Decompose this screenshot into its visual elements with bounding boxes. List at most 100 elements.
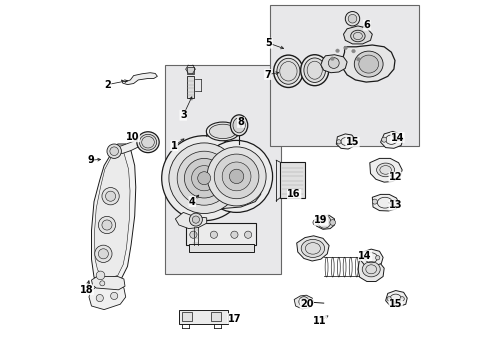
- Polygon shape: [91, 276, 125, 290]
- Circle shape: [329, 220, 335, 225]
- Polygon shape: [110, 135, 157, 153]
- Bar: [186, 223, 256, 245]
- Ellipse shape: [358, 55, 378, 73]
- Text: 5: 5: [265, 38, 272, 48]
- Circle shape: [345, 12, 359, 26]
- Circle shape: [200, 140, 272, 212]
- Text: 15: 15: [345, 137, 359, 147]
- Circle shape: [98, 249, 108, 259]
- Text: 15: 15: [388, 299, 402, 309]
- Polygon shape: [94, 149, 130, 279]
- Circle shape: [399, 297, 404, 301]
- Circle shape: [343, 46, 346, 50]
- Text: 20: 20: [300, 299, 313, 309]
- Circle shape: [110, 292, 118, 300]
- Polygon shape: [89, 284, 125, 310]
- Circle shape: [392, 200, 397, 205]
- Text: 16: 16: [287, 189, 300, 199]
- Ellipse shape: [300, 55, 328, 86]
- Circle shape: [214, 154, 258, 199]
- Polygon shape: [385, 291, 407, 307]
- Polygon shape: [380, 131, 402, 148]
- Polygon shape: [121, 73, 157, 85]
- Polygon shape: [296, 236, 328, 261]
- Circle shape: [336, 140, 340, 144]
- Text: 18: 18: [80, 285, 93, 295]
- Circle shape: [107, 144, 121, 158]
- Bar: [179, 310, 227, 324]
- Ellipse shape: [303, 58, 325, 82]
- Circle shape: [192, 216, 199, 223]
- Circle shape: [351, 49, 355, 53]
- Circle shape: [244, 231, 251, 238]
- Circle shape: [95, 245, 112, 262]
- Text: 3: 3: [180, 110, 186, 120]
- Ellipse shape: [230, 115, 247, 136]
- Polygon shape: [336, 134, 355, 149]
- Bar: [279, 162, 305, 198]
- Circle shape: [375, 256, 379, 260]
- Circle shape: [110, 147, 118, 156]
- Text: 13: 13: [388, 200, 402, 210]
- Bar: [211, 312, 221, 321]
- Circle shape: [168, 143, 239, 213]
- Text: 6: 6: [363, 20, 369, 30]
- Circle shape: [191, 166, 216, 191]
- Text: 12: 12: [388, 172, 402, 182]
- Text: 2: 2: [104, 80, 111, 90]
- Circle shape: [362, 256, 366, 260]
- Circle shape: [197, 172, 210, 185]
- Circle shape: [184, 158, 224, 198]
- Bar: [270, 5, 418, 146]
- Polygon shape: [369, 158, 401, 182]
- Text: 10: 10: [126, 132, 140, 142]
- Ellipse shape: [350, 30, 365, 42]
- Polygon shape: [371, 194, 399, 211]
- Text: 11: 11: [313, 316, 326, 326]
- Ellipse shape: [232, 118, 244, 133]
- Polygon shape: [182, 181, 260, 209]
- Circle shape: [298, 297, 308, 307]
- Ellipse shape: [276, 58, 299, 84]
- Circle shape: [102, 188, 119, 205]
- Circle shape: [105, 191, 115, 201]
- Text: 4: 4: [188, 197, 195, 207]
- Ellipse shape: [209, 124, 236, 139]
- Polygon shape: [175, 212, 206, 229]
- Polygon shape: [343, 26, 371, 44]
- Ellipse shape: [206, 122, 239, 141]
- Circle shape: [395, 136, 400, 141]
- Polygon shape: [320, 55, 346, 73]
- Text: 17: 17: [227, 314, 241, 324]
- Text: 14: 14: [358, 251, 371, 261]
- Polygon shape: [91, 144, 136, 288]
- Circle shape: [381, 137, 386, 142]
- Circle shape: [312, 220, 318, 225]
- Circle shape: [347, 14, 356, 23]
- Polygon shape: [357, 257, 384, 282]
- Bar: [165, 65, 280, 274]
- Circle shape: [222, 162, 250, 191]
- Text: 7: 7: [264, 69, 271, 80]
- Circle shape: [100, 281, 104, 286]
- Text: 19: 19: [314, 215, 327, 225]
- Text: 1: 1: [171, 141, 177, 151]
- Circle shape: [335, 49, 339, 53]
- Circle shape: [102, 220, 112, 230]
- Ellipse shape: [139, 134, 156, 150]
- Circle shape: [206, 147, 265, 206]
- Ellipse shape: [301, 239, 324, 257]
- Polygon shape: [360, 249, 382, 266]
- Bar: [186, 76, 194, 98]
- Circle shape: [177, 151, 231, 205]
- Ellipse shape: [354, 51, 382, 77]
- Circle shape: [301, 299, 306, 304]
- Text: 8: 8: [237, 117, 244, 127]
- Polygon shape: [294, 295, 313, 309]
- Polygon shape: [314, 215, 334, 229]
- Circle shape: [330, 57, 333, 60]
- Text: 14: 14: [390, 132, 404, 143]
- Polygon shape: [342, 45, 394, 82]
- Ellipse shape: [376, 163, 394, 177]
- Text: 9: 9: [87, 155, 94, 165]
